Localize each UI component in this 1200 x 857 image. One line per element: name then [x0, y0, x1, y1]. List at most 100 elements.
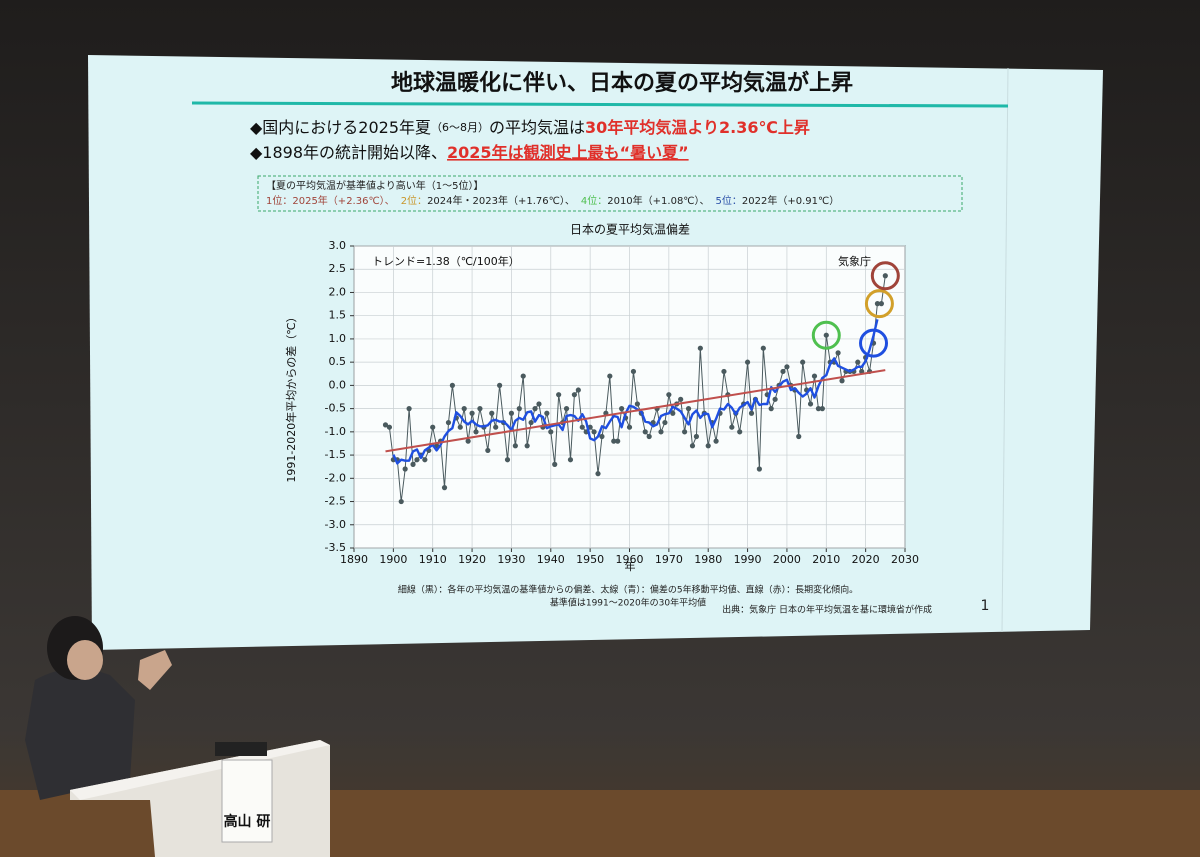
data-point — [678, 396, 684, 402]
page-number: 1 — [981, 598, 990, 614]
y-tick-label: 0.0 — [329, 378, 347, 391]
y-axis-label: 1991-2020年平均からの差（℃） — [284, 311, 298, 482]
y-tick-label: -3.5 — [325, 541, 346, 554]
data-point — [670, 410, 676, 416]
x-tick-label: 1920 — [458, 553, 486, 566]
data-point — [682, 429, 688, 435]
data-point — [685, 406, 692, 412]
bullet-text: （6～8月） — [431, 121, 489, 134]
data-point — [646, 433, 652, 440]
data-point — [520, 373, 526, 379]
data-point — [406, 406, 412, 412]
x-tick-label: 2020 — [852, 553, 880, 566]
data-point — [642, 429, 648, 435]
data-point — [626, 424, 633, 430]
data-point — [485, 447, 491, 454]
data-point — [882, 273, 888, 279]
source-annotation: 気象庁 — [838, 254, 871, 268]
bullet-text: ◆1898年の統計開始以降、 — [250, 143, 447, 162]
data-point — [512, 443, 518, 449]
data-point — [729, 424, 735, 430]
data-point — [693, 433, 700, 440]
x-tick-label: 1950 — [576, 553, 604, 566]
data-point — [532, 406, 538, 412]
data-point — [445, 419, 452, 426]
bullet-highlight: 2025年は観測史上最も“暑い夏” — [447, 143, 689, 162]
data-point — [465, 438, 471, 444]
data-point — [697, 345, 703, 351]
data-point — [430, 424, 436, 430]
data-point — [615, 438, 621, 444]
data-point — [784, 364, 790, 370]
data-point — [567, 457, 574, 463]
highlight-ring — [811, 320, 841, 350]
data-point — [544, 410, 550, 416]
data-point — [807, 401, 814, 407]
x-tick-label: 1930 — [497, 553, 525, 566]
data-point — [591, 429, 597, 435]
data-point — [410, 461, 416, 467]
y-tick-label: -1.0 — [325, 425, 346, 438]
x-tick-label: 2010 — [812, 553, 840, 566]
ranking-text: 1位：2025年（+2.36℃）、 — [266, 194, 395, 207]
x-tick-label: 1900 — [379, 553, 407, 566]
data-point — [662, 419, 668, 426]
data-point — [819, 406, 825, 412]
data-point — [835, 350, 841, 356]
title-rule — [191, 101, 1009, 108]
data-point — [800, 359, 806, 365]
data-point — [796, 433, 802, 440]
speaker-hand — [138, 650, 172, 690]
bullet-text: の平均気温は — [489, 118, 585, 137]
y-tick-label: -2.0 — [325, 471, 346, 484]
speaker-body — [25, 668, 135, 800]
name-card — [221, 759, 273, 843]
data-point — [874, 301, 881, 307]
data-point — [536, 401, 542, 407]
footnote: 基準値は1991～2020年の30年平均値 — [550, 597, 706, 609]
data-point — [398, 498, 404, 505]
data-point — [839, 378, 845, 384]
bullet: ◆国内における2025年夏（6～8月）の平均気温は30年平均気温より2.36℃上… — [250, 118, 810, 137]
data-point — [772, 396, 778, 402]
ranking-text: 2024年・2023年（+1.76℃）、 — [427, 194, 575, 207]
ranking-line: 1位：2025年（+2.36℃）、 2位：2024年・2023年（+1.76℃）、… — [266, 194, 839, 207]
data-point — [556, 392, 562, 398]
slide-title: 地球温暖化に伴い、日本の夏の平均気温が上昇 — [391, 70, 853, 96]
y-tick-label: -0.5 — [325, 402, 346, 415]
data-point — [508, 410, 515, 416]
data-point — [737, 429, 743, 435]
data-point — [780, 368, 786, 375]
x-tick-label: 1960 — [616, 553, 644, 566]
name-card-text: 高山 研 — [224, 813, 271, 830]
data-point — [666, 392, 672, 398]
x-tick-label: 2000 — [773, 553, 801, 566]
data-point — [441, 485, 448, 491]
data-point — [599, 433, 605, 440]
ranking-text: 5位： — [716, 194, 742, 207]
y-tick-label: -3.0 — [325, 518, 346, 531]
data-point — [563, 406, 570, 412]
data-point — [524, 443, 530, 449]
data-point — [461, 406, 467, 412]
highlight-ring — [859, 328, 889, 358]
data-point — [414, 457, 420, 463]
highlight-ring — [864, 289, 894, 319]
series-line — [385, 275, 886, 502]
data-point — [689, 443, 696, 449]
plot: 1890 1900 1910 1920 1930 1940 1950 1960 1970 1980… — [325, 239, 919, 566]
ranking-box — [257, 175, 963, 212]
x-tick-label: 2030 — [891, 553, 919, 566]
x-tick-label: 1940 — [537, 553, 565, 566]
data-point — [504, 457, 511, 463]
ranking-text: 2010年（+1.08℃）、 — [607, 194, 709, 207]
x-axis-label: 年 — [625, 559, 636, 573]
series-line — [385, 369, 886, 453]
source-note: 出典：気象庁 日本の年平均気温を基に環境省が作成 — [722, 604, 932, 616]
data-point — [811, 373, 818, 379]
y-tick-label: 2.5 — [329, 262, 347, 275]
x-tick-label: 1910 — [419, 553, 447, 566]
ranking-heading: 【夏の平均気温が基準値より高い年（1～5位）】 — [266, 179, 484, 192]
data-point — [607, 373, 613, 379]
